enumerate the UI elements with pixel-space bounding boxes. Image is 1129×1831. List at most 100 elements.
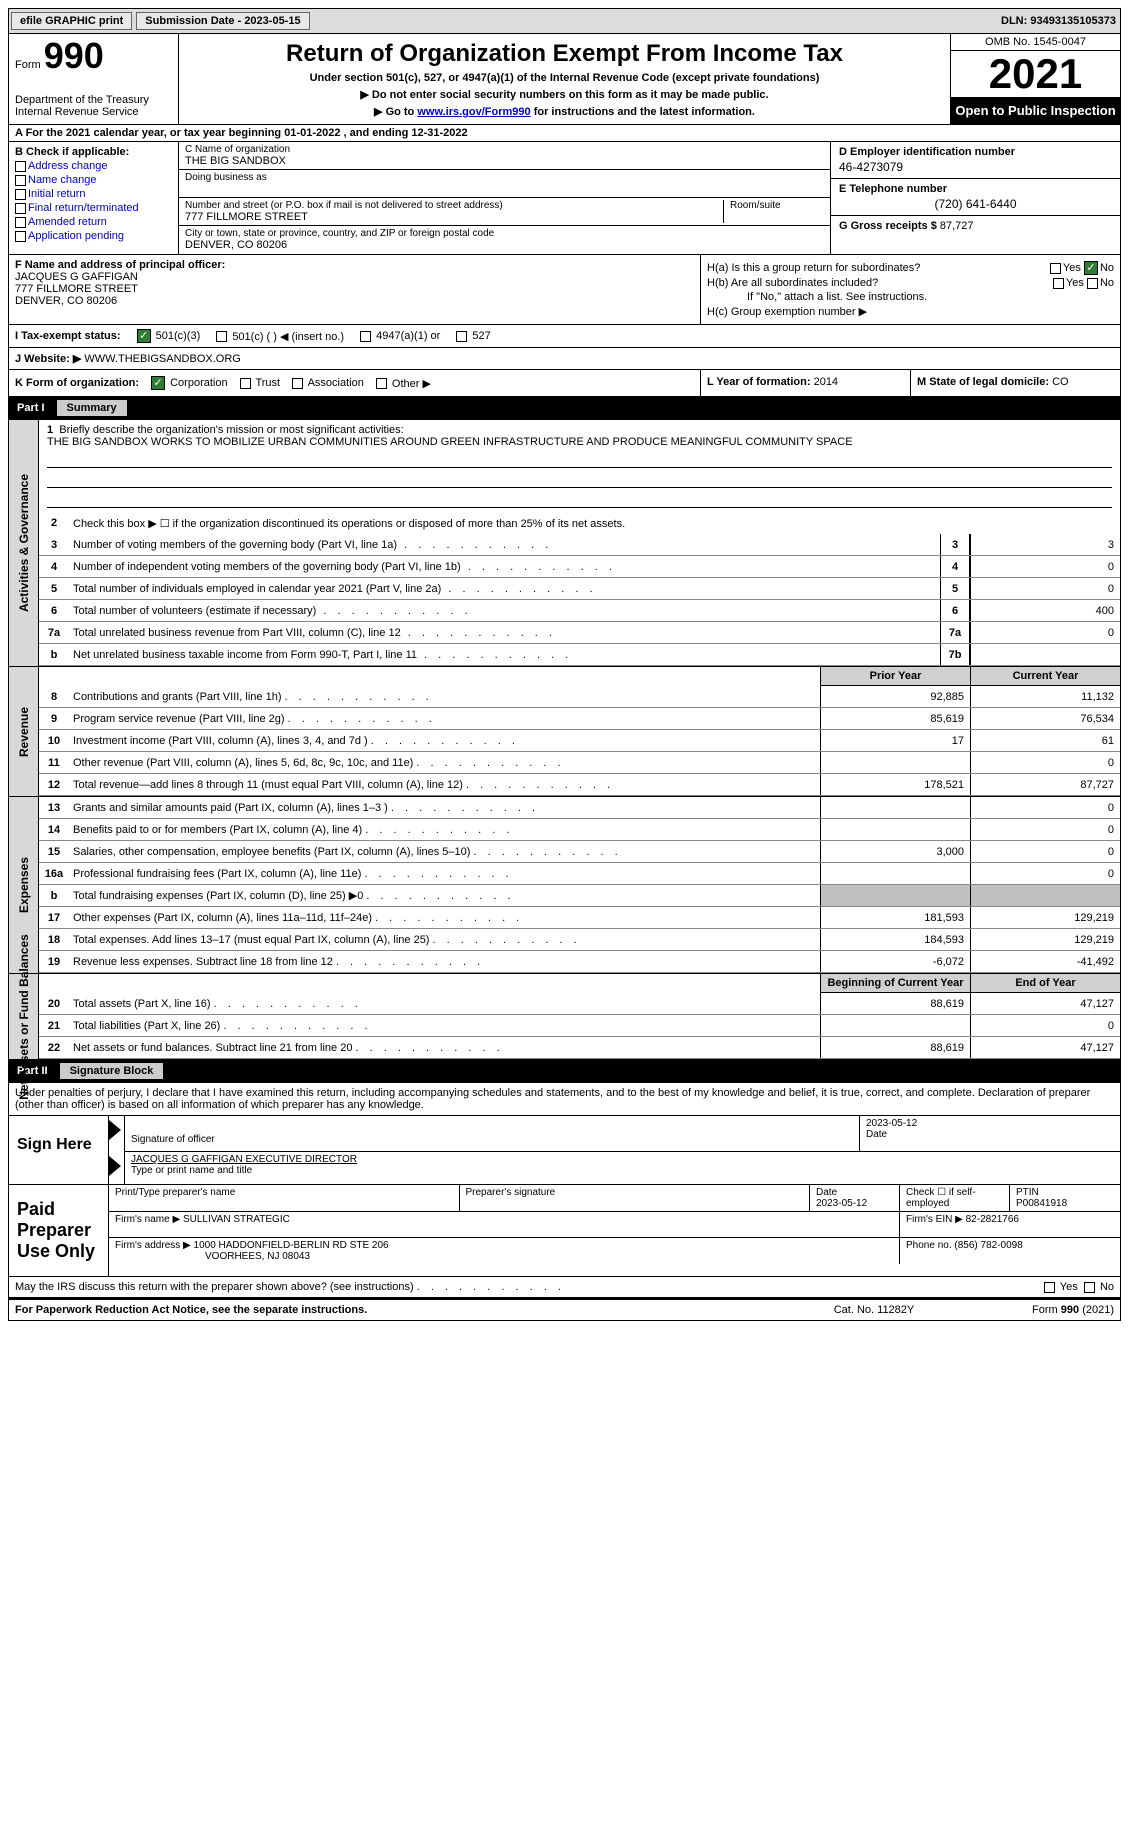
chk-amended-return[interactable]: Amended return [15, 216, 172, 228]
line-current: 11,132 [970, 686, 1120, 707]
submission-date-button[interactable]: Submission Date - 2023-05-15 [136, 12, 309, 30]
dba-row: Doing business as [179, 170, 830, 198]
row-fh: F Name and address of principal officer:… [8, 255, 1121, 325]
discuss-label: May the IRS discuss this return with the… [15, 1281, 1044, 1293]
k-corp[interactable]: ✓ Corporation [151, 376, 228, 390]
line-num: 16a [39, 865, 69, 883]
subtitle-2: ▶ Do not enter social security numbers o… [185, 88, 944, 101]
efile-print-button[interactable]: efile GRAPHIC print [11, 12, 132, 30]
netassets-col-header: Beginning of Current Year End of Year [39, 974, 1120, 993]
m-label: M State of legal domicile: [917, 376, 1049, 388]
line-desc: Number of independent voting members of … [69, 558, 940, 576]
vtab-netassets: Net Assets or Fund Balances [9, 974, 39, 1059]
form-title: Return of Organization Exempt From Incom… [185, 40, 944, 68]
form-page: efile GRAPHIC print Submission Date - 20… [0, 0, 1129, 1329]
line-desc: Total number of individuals employed in … [69, 580, 940, 598]
chk-application-pending[interactable]: Application pending [15, 230, 172, 242]
i-opt2[interactable]: 501(c) ( ) ◀ (insert no.) [216, 330, 344, 343]
sig-date-label: Date [866, 1129, 1114, 1140]
line-num: 20 [39, 995, 69, 1013]
chk-initial-return[interactable]: Initial return [15, 188, 172, 200]
line-num: 4 [39, 558, 69, 576]
line2-desc: Check this box ▶ ☐ if the organization d… [69, 514, 1120, 533]
line-num: 17 [39, 909, 69, 927]
line-prior: 3,000 [820, 841, 970, 862]
k-trust[interactable]: Trust [240, 377, 281, 389]
firm-addr1-value: 1000 HADDONFIELD-BERLIN RD STE 206 [194, 1240, 389, 1251]
hb-yes: Yes [1066, 277, 1084, 289]
line-current: 76,534 [970, 708, 1120, 729]
line-current [970, 885, 1120, 906]
discuss-yes[interactable]: Yes [1044, 1281, 1078, 1293]
line-num: b [39, 646, 69, 664]
revenue-col-header: Prior Year Current Year [39, 667, 1120, 686]
f-label: F Name and address of principal officer: [15, 259, 694, 271]
line-desc: Grants and similar amounts paid (Part IX… [69, 799, 820, 817]
ptin-value: P00841918 [1016, 1198, 1114, 1209]
form-ref: Form 990 (2021) [974, 1304, 1114, 1316]
section-c: C Name of organization THE BIG SANDBOX D… [179, 142, 830, 254]
line-current: 87,727 [970, 774, 1120, 795]
line-7a: 7aTotal unrelated business revenue from … [39, 622, 1120, 644]
firm-phone-label: Phone no. [906, 1240, 952, 1251]
top-bar: efile GRAPHIC print Submission Date - 20… [8, 8, 1121, 34]
f-street: 777 FILLMORE STREET [15, 283, 694, 295]
line-num: 9 [39, 710, 69, 728]
i-opt1[interactable]: ✓ 501(c)(3) [137, 329, 201, 343]
line-desc: Total unrelated business revenue from Pa… [69, 624, 940, 642]
irs-label: Internal Revenue Service [15, 106, 172, 118]
col-prior-year: Prior Year [820, 667, 970, 686]
row-i: I Tax-exempt status: ✓ 501(c)(3) 501(c) … [8, 325, 1121, 348]
prep-row-1: Print/Type preparer's name Preparer's si… [109, 1185, 1120, 1212]
hb-yes-checkbox[interactable] [1053, 278, 1064, 289]
ha-no-checkbox[interactable]: ✓ [1084, 261, 1098, 275]
line-num: b [39, 887, 69, 905]
sub3-pre: ▶ Go to [374, 106, 417, 118]
hb-no-checkbox[interactable] [1087, 278, 1098, 289]
line-current: 47,127 [970, 993, 1120, 1014]
line-desc: Total liabilities (Part X, line 26) [69, 1017, 820, 1035]
line-current: 47,127 [970, 1037, 1120, 1058]
chk-address-change[interactable]: Address change [15, 160, 172, 172]
line-boxnum: 3 [940, 534, 970, 555]
line-desc: Other revenue (Part VIII, column (A), li… [69, 754, 820, 772]
l-label: L Year of formation: [707, 376, 811, 388]
i-label: I Tax-exempt status: [15, 330, 121, 342]
hc-label: H(c) Group exemption number ▶ [707, 305, 867, 318]
line-desc: Professional fundraising fees (Part IX, … [69, 865, 820, 883]
hb-note: If "No," attach a list. See instructions… [707, 291, 1114, 303]
line-current: 0 [970, 797, 1120, 818]
f-city: DENVER, CO 80206 [15, 295, 694, 307]
part2-header: Part II Signature Block [8, 1060, 1121, 1083]
line-num: 8 [39, 688, 69, 706]
line-current: 129,219 [970, 929, 1120, 950]
discuss-no[interactable]: No [1084, 1281, 1114, 1293]
room-label: Room/suite [730, 200, 824, 211]
line-boxnum: 7b [940, 644, 970, 665]
line-boxnum: 4 [940, 556, 970, 577]
line-2: 2 Check this box ▶ ☐ if the organization… [39, 512, 1120, 534]
l-value: 2014 [814, 376, 838, 388]
line-prior [820, 819, 970, 840]
line-value: 0 [970, 622, 1120, 643]
line-current: 0 [970, 819, 1120, 840]
k-other[interactable]: Other ▶ [376, 377, 431, 390]
i-opt3[interactable]: 4947(a)(1) or [360, 330, 440, 342]
k-assoc[interactable]: Association [292, 377, 364, 389]
prep-name-label: Print/Type preparer's name [115, 1187, 235, 1198]
line-num: 18 [39, 931, 69, 949]
ha-yes-checkbox[interactable] [1050, 263, 1061, 274]
chk-name-change[interactable]: Name change [15, 174, 172, 186]
line-5: 5Total number of individuals employed in… [39, 578, 1120, 600]
city-row: City or town, state or province, country… [179, 226, 830, 254]
mission-underline-1 [47, 450, 1112, 468]
line-prior [820, 752, 970, 773]
line-current: 0 [970, 752, 1120, 773]
chk-final-return[interactable]: Final return/terminated [15, 202, 172, 214]
irs-link[interactable]: www.irs.gov/Form990 [417, 106, 530, 118]
tax-year: 2021 [951, 51, 1120, 97]
i-opt4[interactable]: 527 [456, 330, 490, 342]
line-1-mission: 1 Briefly describe the organization's mi… [39, 420, 1120, 512]
form-number: 990 [44, 35, 104, 76]
cat-no: Cat. No. 11282Y [774, 1304, 974, 1316]
